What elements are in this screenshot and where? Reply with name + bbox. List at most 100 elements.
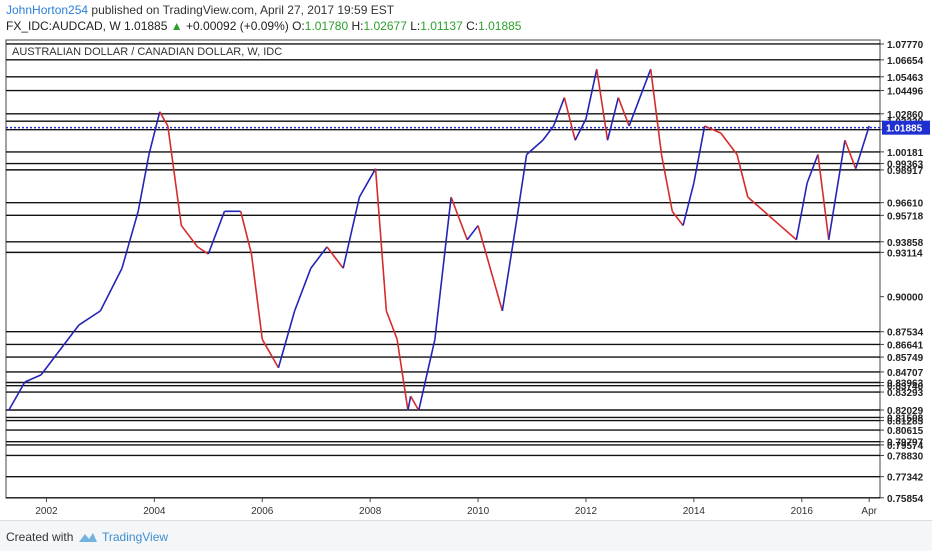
- y-tick-label: 0.78830: [887, 451, 924, 462]
- y-tick-label: 0.75854: [887, 494, 924, 505]
- up-arrow-icon: ▲: [170, 19, 183, 33]
- series-segment: [167, 125, 183, 226]
- series-segment: [374, 168, 388, 311]
- y-tick-label: 1.05463: [887, 73, 924, 84]
- series-segment: [148, 111, 161, 155]
- series-segment: [671, 210, 684, 227]
- series-segment: [747, 196, 765, 212]
- x-tick-label: 2006: [251, 506, 274, 517]
- y-tick-label: 0.93858: [887, 238, 924, 249]
- series-segment: [342, 196, 361, 269]
- y-tick-label: 0.87534: [887, 328, 924, 339]
- series-segment: [704, 125, 722, 134]
- created-with-text: Created with: [6, 530, 74, 544]
- close-label: C:: [466, 19, 479, 33]
- series-segment: [736, 154, 749, 198]
- y-tick-label: 0.79574: [887, 441, 924, 452]
- series-segment: [763, 210, 781, 227]
- x-tick-label: 2004: [143, 506, 166, 517]
- series-segment: [693, 125, 706, 184]
- series-segment: [493, 282, 504, 312]
- series-segment: [78, 310, 101, 326]
- chart-title: AUSTRALIAN DOLLAR / CANADIAN DOLLAR, W, …: [12, 46, 282, 58]
- series-segment: [197, 246, 209, 255]
- y-tick-label: 1.02860: [887, 110, 924, 121]
- tradingview-logo-icon[interactable]: [78, 530, 98, 544]
- low-label: L:: [410, 19, 421, 33]
- series-segment: [844, 139, 857, 169]
- horizontal-levels: [6, 43, 880, 499]
- y-tick-label: 1.00181: [887, 148, 924, 159]
- series-segment: [250, 253, 264, 340]
- series-segment: [628, 97, 641, 127]
- y-tick-label: 0.83293: [887, 388, 924, 399]
- x-tick-label: 2010: [467, 506, 490, 517]
- series-segment: [817, 154, 830, 240]
- y-tick-label: 0.99363: [887, 160, 924, 171]
- series-segment: [450, 196, 469, 241]
- open-label: O:: [292, 19, 305, 33]
- price-series: [8, 68, 870, 411]
- series-segment: [407, 396, 412, 411]
- author-link[interactable]: JohnHorton254: [6, 3, 89, 17]
- series-segment: [552, 97, 566, 127]
- series-segment: [310, 246, 328, 269]
- series-segment: [56, 324, 80, 355]
- y-tick-label: 0.96610: [887, 199, 924, 210]
- series-segment: [563, 97, 576, 141]
- y-tick-label: 0.79797: [887, 438, 924, 449]
- series-segment: [385, 310, 398, 340]
- time-axis[interactable]: 2002 2004 2006 2008 2010 2012 2014 2016 Apr: [35, 498, 878, 517]
- footer-bar: Created with TradingView: [0, 520, 932, 551]
- series-segment: [827, 140, 846, 240]
- series-segment: [526, 139, 544, 156]
- series-segment: [466, 225, 479, 241]
- y-tick-label: 0.82029: [887, 406, 924, 417]
- series-segment: [477, 225, 496, 283]
- series-segment: [293, 267, 312, 312]
- tradingview-link[interactable]: TradingView: [102, 530, 169, 544]
- series-segment: [207, 211, 226, 255]
- high-value: 1.02677: [363, 19, 407, 33]
- series-segment: [8, 381, 26, 411]
- series-segment: [779, 224, 797, 241]
- series-segment: [515, 154, 528, 226]
- y-tick-label: 1.04496: [887, 87, 924, 98]
- symbol-info: FX_IDC:AUDCAD, W 1.01885 ▲ +0.00092 (+0.…: [6, 19, 521, 33]
- price-axis[interactable]: 1.077701.066541.054631.044961.028601.023…: [880, 40, 930, 505]
- y-tick-label: 0.77342: [887, 473, 924, 484]
- series-segment: [417, 339, 436, 411]
- series-segment: [617, 97, 630, 127]
- y-tick-label: 0.95718: [887, 211, 924, 222]
- x-tick-label: 2014: [683, 506, 706, 517]
- price-chart[interactable]: 1.077701.066541.054631.044961.028601.023…: [0, 38, 932, 520]
- series-segment: [137, 154, 150, 212]
- current-price-label: 1.01885: [886, 124, 923, 135]
- series-segment: [99, 267, 123, 312]
- series-segment: [180, 225, 199, 248]
- series-segment: [396, 339, 409, 411]
- series-segment: [854, 125, 870, 169]
- close-value: 1.01885: [478, 19, 522, 33]
- series-segment: [660, 154, 674, 212]
- series-segment: [358, 168, 377, 198]
- y-tick-label: 0.84707: [887, 368, 924, 379]
- series-segment: [682, 182, 695, 226]
- series-segment: [806, 154, 819, 184]
- series-segment: [121, 211, 139, 269]
- x-tick-label: 2002: [35, 506, 58, 517]
- symbol-name: FX_IDC:AUDCAD, W: [6, 19, 121, 33]
- series-segment: [24, 374, 42, 383]
- series-segment: [277, 310, 296, 368]
- series-segment: [239, 211, 253, 255]
- y-tick-label: 0.81285: [887, 417, 924, 428]
- last-price: 1.01885: [124, 19, 168, 33]
- series-segment: [795, 182, 808, 240]
- series-segment: [606, 97, 620, 141]
- publish-info: JohnHorton254 published on TradingView.c…: [6, 3, 394, 17]
- x-tick-label: Apr: [861, 506, 877, 517]
- y-tick-label: 0.83740: [887, 382, 924, 393]
- y-tick-label: 0.93114: [887, 248, 923, 259]
- series-segment: [326, 246, 344, 269]
- series-segment: [595, 69, 609, 141]
